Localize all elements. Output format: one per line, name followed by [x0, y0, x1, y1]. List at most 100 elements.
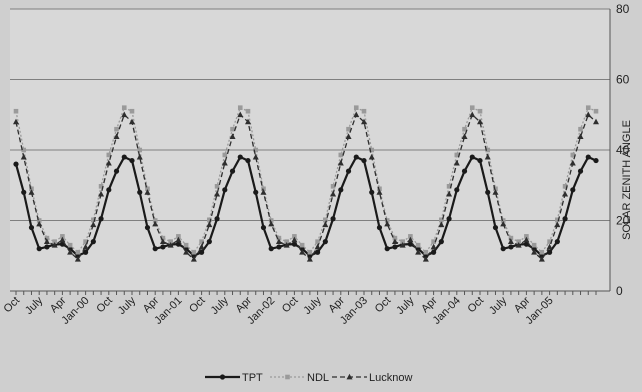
data-point-tpt	[44, 244, 50, 250]
data-point-ndl	[555, 217, 560, 223]
data-point-ndl	[292, 234, 297, 239]
data-point-ndl	[106, 152, 112, 158]
data-point-tpt	[206, 239, 212, 245]
data-point-tpt	[577, 168, 584, 174]
data-point-lucknow	[531, 249, 538, 255]
data-point-tpt	[392, 244, 398, 250]
data-point-lucknow	[507, 238, 514, 245]
data-point-lucknow	[229, 133, 236, 140]
data-point-ndl	[199, 239, 204, 244]
data-point-tpt	[28, 224, 35, 231]
data-point-lucknow	[446, 190, 453, 197]
data-point-ndl	[183, 242, 189, 248]
data-point-tpt	[160, 244, 166, 250]
data-point-lucknow	[82, 243, 89, 250]
data-point-ndl	[44, 235, 50, 241]
data-point-lucknow	[361, 118, 367, 125]
legend-label-ndl: NDL	[307, 372, 329, 384]
data-point-tpt	[315, 249, 321, 255]
y-tick-label: 20	[616, 214, 630, 228]
data-point-tpt	[500, 246, 506, 252]
data-point-tpt	[276, 244, 282, 250]
legend-marker-tpt	[219, 374, 226, 380]
data-point-lucknow	[554, 221, 561, 228]
data-point-ndl	[377, 186, 382, 192]
data-point-lucknow	[391, 238, 398, 245]
data-point-ndl	[516, 239, 521, 244]
data-point-lucknow	[330, 190, 337, 197]
data-point-tpt	[446, 216, 452, 222]
data-point-lucknow	[245, 118, 251, 125]
data-point-ndl	[191, 249, 197, 255]
data-point-lucknow	[136, 153, 143, 160]
data-point-lucknow	[237, 111, 244, 118]
data-point-lucknow	[268, 220, 275, 227]
data-point-lucknow	[59, 236, 66, 243]
data-point-tpt	[121, 154, 127, 160]
data-point-lucknow	[593, 118, 599, 125]
data-point-ndl	[75, 249, 81, 255]
data-point-tpt	[106, 187, 112, 193]
data-point-ndl	[415, 242, 421, 248]
x-tick-label: Oct	[373, 295, 394, 316]
data-point-tpt	[260, 224, 267, 231]
data-point-tpt	[253, 189, 259, 195]
data-point-ndl	[524, 234, 529, 239]
data-point-ndl	[261, 186, 266, 192]
data-point-lucknow	[98, 190, 105, 197]
data-point-lucknow	[206, 221, 213, 228]
data-point-lucknow	[183, 249, 190, 255]
data-point-lucknow	[144, 189, 151, 195]
data-point-ndl	[423, 249, 429, 255]
data-point-tpt	[338, 187, 344, 193]
data-point-ndl	[268, 218, 274, 223]
data-point-lucknow	[384, 220, 391, 227]
y-tick-label: 80	[616, 2, 630, 16]
data-point-ndl	[83, 239, 88, 244]
data-point-ndl	[477, 108, 483, 114]
data-point-tpt	[585, 154, 591, 160]
data-point-lucknow	[368, 153, 375, 160]
y-axis-tick-labels: 0 20 40 60 80	[616, 2, 630, 298]
data-point-tpt	[454, 187, 460, 193]
data-point-ndl	[36, 218, 42, 223]
series-ndl	[13, 105, 599, 255]
data-point-tpt	[593, 157, 599, 164]
x-tick-label: Oct	[187, 295, 208, 316]
data-point-ndl	[52, 239, 57, 244]
legend-marker-ndl	[285, 374, 290, 380]
data-point-ndl	[539, 249, 545, 255]
data-point-ndl	[431, 239, 436, 244]
data-point-lucknow	[500, 220, 507, 227]
x-tick-label: July	[394, 294, 417, 317]
data-point-ndl	[152, 218, 158, 223]
data-point-ndl	[338, 152, 344, 158]
data-point-ndl	[361, 108, 367, 114]
data-point-ndl	[253, 147, 259, 153]
data-point-tpt	[353, 154, 359, 160]
data-point-ndl	[21, 147, 27, 153]
data-point-tpt	[554, 239, 560, 245]
legend: TPT NDL Lucknow	[205, 372, 412, 384]
x-tick-label: Oct	[280, 295, 301, 316]
data-point-lucknow	[214, 190, 221, 197]
data-point-tpt	[547, 249, 553, 255]
data-point-ndl	[570, 152, 576, 158]
data-point-lucknow	[190, 256, 197, 262]
data-point-ndl	[439, 217, 444, 223]
data-point-lucknow	[299, 249, 306, 255]
data-point-tpt	[322, 239, 328, 245]
x-tick-label: July	[301, 294, 324, 317]
data-point-ndl	[353, 105, 359, 110]
data-point-lucknow	[275, 238, 282, 245]
data-point-tpt	[407, 241, 413, 247]
data-point-ndl	[276, 235, 282, 241]
data-point-lucknow	[291, 236, 298, 243]
data-point-tpt	[137, 189, 143, 195]
data-point-tpt	[268, 246, 274, 252]
data-point-lucknow	[538, 256, 545, 262]
data-point-lucknow	[492, 189, 499, 195]
data-point-ndl	[562, 184, 568, 189]
data-point-lucknow	[376, 189, 383, 195]
data-point-lucknow	[198, 243, 205, 250]
